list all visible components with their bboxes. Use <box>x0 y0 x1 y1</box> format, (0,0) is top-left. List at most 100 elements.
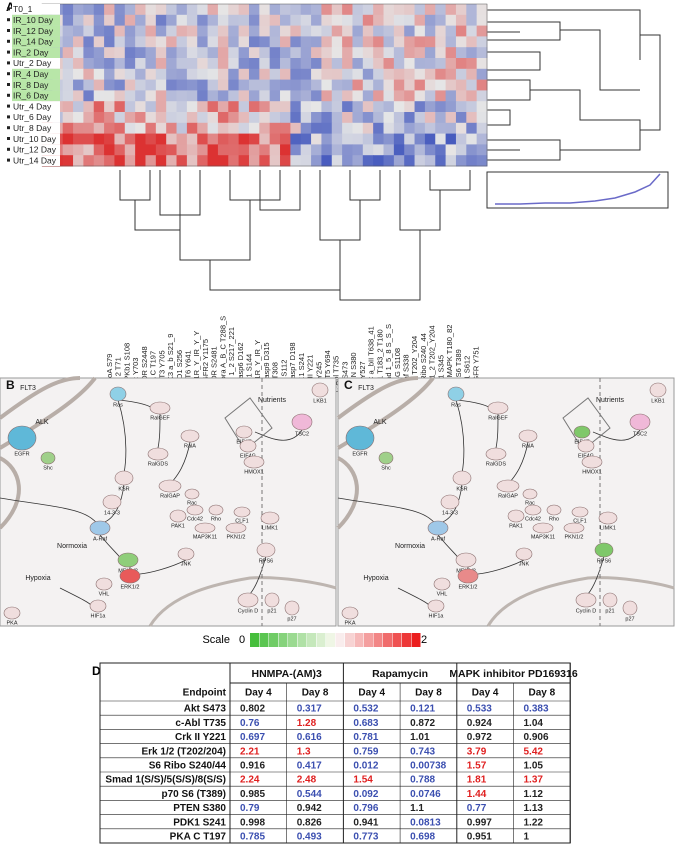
protein-node <box>264 592 280 608</box>
heat-cell <box>476 122 488 135</box>
heat-cell <box>362 144 374 156</box>
heat-cell <box>145 47 157 59</box>
heat-cell <box>404 25 416 37</box>
heat-cell <box>445 47 457 59</box>
row-name: Smad 1(S/S)/5(S/S)/8(S/S) <box>105 775 226 786</box>
heat-cell <box>155 133 167 145</box>
heat-cell <box>114 47 126 59</box>
label-bg <box>12 144 60 156</box>
row-name: p70 S6 (T389) <box>162 789 226 800</box>
heat-cell <box>290 79 302 91</box>
heat-cell <box>414 4 426 16</box>
protein-node <box>598 511 618 525</box>
heat-cell <box>331 36 343 48</box>
heat-cell <box>73 58 84 70</box>
heat-cell <box>393 47 405 59</box>
row-label: IR_4 Day <box>13 69 49 79</box>
protein-node <box>524 504 542 516</box>
protein-node <box>158 479 182 493</box>
node-label: TSC2 <box>633 431 647 437</box>
protein-node <box>496 479 520 493</box>
node-label: HIF1a <box>91 613 107 619</box>
heat-cell <box>404 144 416 156</box>
heat-cell <box>124 112 136 124</box>
column-label: STAT5 Y694 <box>323 350 332 392</box>
heat-cell <box>259 58 271 70</box>
node-label: EGFR <box>14 451 29 457</box>
cell-value: 0.533 <box>467 704 492 715</box>
heat-cell <box>393 101 405 113</box>
heat-cell <box>435 144 447 156</box>
heat-cell <box>238 155 250 167</box>
scale-cell <box>383 633 392 647</box>
heat-cell <box>176 25 188 37</box>
heat-cell <box>414 79 426 91</box>
heat-cell <box>135 122 146 135</box>
heat-cell <box>362 58 374 70</box>
heat-cell <box>290 112 302 124</box>
node-label: RalGEF <box>150 415 170 421</box>
heat-cell <box>73 25 84 37</box>
heat-cell <box>93 25 105 37</box>
heat-cell <box>424 14 436 27</box>
heat-cell <box>383 122 395 135</box>
cell-value: 0.942 <box>297 803 322 814</box>
protein-node <box>345 425 375 451</box>
column-label: STAT6 Y641 <box>183 350 192 392</box>
cell-value: 1.81 <box>467 775 487 786</box>
heat-cell <box>321 112 333 124</box>
heat-cell <box>104 79 115 91</box>
column-label: S6 Ribo S240_44 <box>419 333 428 392</box>
column-label: STAT3 Y705 <box>157 350 166 392</box>
heat-cell <box>155 14 167 27</box>
heat-cell <box>466 58 478 70</box>
row-label: IR_2 Day <box>13 47 49 57</box>
heat-cell <box>321 58 333 70</box>
cell-value: 0.773 <box>353 832 378 843</box>
node-label: JNK <box>181 561 192 567</box>
heat-cell <box>300 4 312 16</box>
heat-cell <box>176 144 188 156</box>
panel-bg <box>0 377 337 627</box>
cell-value: 0.924 <box>467 718 492 729</box>
heat-cell <box>300 101 312 113</box>
node-label: p27 <box>287 616 296 622</box>
label-bullet <box>7 93 10 97</box>
heat-cell <box>269 36 281 48</box>
node-label: PKA <box>344 620 355 626</box>
cell-value: 0.906 <box>524 732 549 743</box>
heat-cell <box>311 112 322 124</box>
heat-cell <box>217 36 229 48</box>
heat-cell <box>155 25 167 37</box>
heat-cell <box>466 14 478 27</box>
heat-cell <box>197 25 209 37</box>
heat-cell <box>393 14 405 27</box>
protein-node <box>291 413 313 431</box>
heat-cell <box>342 133 353 145</box>
heat-cell <box>155 101 167 113</box>
heat-cell <box>104 144 115 156</box>
scale-cell <box>402 633 411 647</box>
protein-node <box>622 600 638 616</box>
heat-cell <box>186 101 198 113</box>
heat-cell <box>93 133 105 145</box>
heat-cell <box>124 68 136 81</box>
panel-c: C FLT3 ALK EGFR Ras RalGEF RalGDS RalA RalGAP KSR… <box>336 376 675 627</box>
heat-cell <box>83 133 95 145</box>
column-label: mTOR S2481 <box>210 346 219 392</box>
heat-cell <box>352 79 364 91</box>
heat-cell <box>259 101 271 113</box>
heat-cell <box>352 4 364 16</box>
heat-cell <box>404 58 416 70</box>
heat-cell <box>321 144 333 156</box>
heat-cell <box>73 144 84 156</box>
heat-cell <box>166 101 178 113</box>
heat-cell <box>424 36 436 48</box>
node-label: ALK <box>35 419 49 426</box>
node-label: PAK1 <box>171 523 185 529</box>
heat-cell <box>135 90 146 102</box>
heat-cell <box>166 68 178 81</box>
heat-cell <box>248 58 260 70</box>
column-header: Day 4 <box>358 688 385 699</box>
cell-value: 0.802 <box>240 704 265 715</box>
